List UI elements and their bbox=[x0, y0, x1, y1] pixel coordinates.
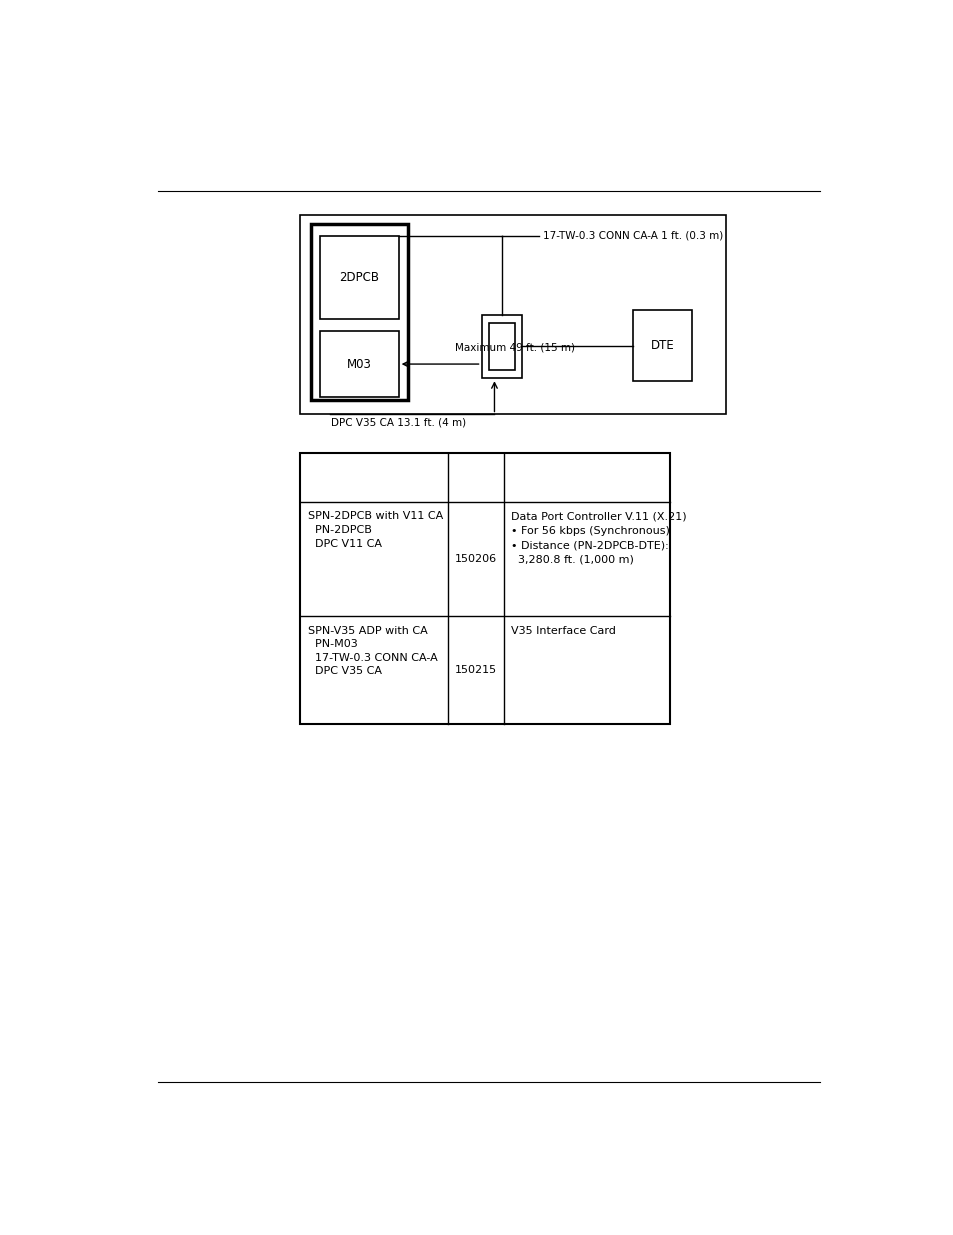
Bar bbox=[300, 452, 669, 724]
Bar bbox=[488, 324, 515, 369]
Text: 150206: 150206 bbox=[455, 555, 497, 564]
Text: 2DPCB: 2DPCB bbox=[339, 270, 379, 284]
Text: DTE: DTE bbox=[650, 340, 674, 352]
Text: SPN-2DPCB with V11 CA
  PN-2DPCB
  DPC V11 CA: SPN-2DPCB with V11 CA PN-2DPCB DPC V11 C… bbox=[308, 511, 442, 548]
Bar bbox=[320, 331, 398, 398]
Text: Maximum 49 ft. (15 m): Maximum 49 ft. (15 m) bbox=[455, 342, 575, 353]
Text: 17-TW-0.3 CONN CA-A 1 ft. (0.3 m): 17-TW-0.3 CONN CA-A 1 ft. (0.3 m) bbox=[542, 231, 722, 241]
Bar bbox=[481, 315, 521, 378]
Text: DPC V35 CA 13.1 ft. (4 m): DPC V35 CA 13.1 ft. (4 m) bbox=[331, 417, 466, 427]
Bar bbox=[633, 310, 692, 382]
Text: Data Port Controller V.11 (X.21)
• For 56 kbps (Synchronous)
• Distance (PN-2DPC: Data Port Controller V.11 (X.21) • For 5… bbox=[511, 511, 686, 564]
Bar bbox=[320, 236, 398, 320]
Text: M03: M03 bbox=[347, 358, 372, 370]
Text: 150215: 150215 bbox=[455, 664, 497, 674]
Bar bbox=[300, 215, 724, 415]
Text: SPN-V35 ADP with CA
  PN-M03
  17-TW-0.3 CONN CA-A
  DPC V35 CA: SPN-V35 ADP with CA PN-M03 17-TW-0.3 CON… bbox=[308, 626, 437, 677]
Bar bbox=[311, 225, 407, 400]
Text: V35 Interface Card: V35 Interface Card bbox=[511, 626, 616, 636]
